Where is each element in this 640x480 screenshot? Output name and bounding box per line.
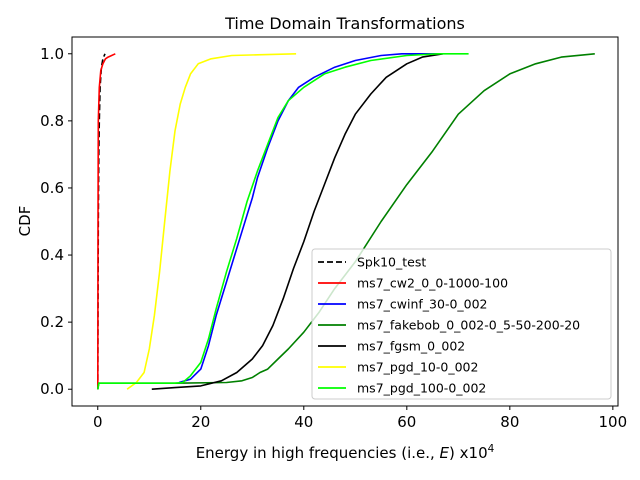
y-tick-label: 0.6 xyxy=(40,179,64,197)
legend-label-1: ms7_cw2_0_0-1000-100 xyxy=(357,276,508,291)
series-line-4 xyxy=(151,53,444,390)
y-tick-label: 0.0 xyxy=(40,380,64,398)
chart-title: Time Domain Transformations xyxy=(224,14,465,33)
legend-label-4: ms7_fgsm_0_002 xyxy=(357,339,465,354)
legend-label-0: Spk10_test xyxy=(357,255,426,270)
y-tick-label: 0.2 xyxy=(40,313,64,331)
legend-items: Spk10_test ms7_cw2_0_0-1000-100 ms7_cwinf_… xyxy=(318,255,580,396)
x-tick-label: 20 xyxy=(191,413,210,431)
x-tick-label: 40 xyxy=(294,413,313,431)
legend-label-2: ms7_cwinf_30-0_002 xyxy=(357,297,488,312)
x-tick-label: 80 xyxy=(500,413,519,431)
legend-box xyxy=(311,248,612,400)
series-line-6 xyxy=(97,53,469,390)
x-axis-label-prefix: Energy in high frequencies (i.e., xyxy=(196,444,440,462)
x-axis-label-variable: E xyxy=(440,444,450,462)
axes-frame xyxy=(71,36,619,407)
y-axis-label: CDF xyxy=(16,206,34,237)
legend-label-6: ms7_pgd_100-0_002 xyxy=(357,381,486,396)
y-axis-ticks: 0.0 0.2 0.4 0.6 0.8 1.0 xyxy=(40,45,72,398)
y-tick-label: 0.8 xyxy=(40,112,64,130)
x-axis-label-suffix: ) x10 xyxy=(449,444,488,462)
series-line-5 xyxy=(126,53,297,390)
plot-area: 0 20 40 60 80 100 0.0 0.2 0.4 0.6 0.8 1.0 xyxy=(40,36,627,431)
x-tick-label: 0 xyxy=(93,413,103,431)
legend: Spk10_test ms7_cw2_0_0-1000-100 ms7_cwinf_… xyxy=(311,248,612,400)
y-tick-label: 0.4 xyxy=(40,246,64,264)
x-axis-label-exponent: 4 xyxy=(488,443,495,455)
x-tick-label: 100 xyxy=(599,413,628,431)
series-line-2 xyxy=(178,53,438,384)
x-tick-label: 60 xyxy=(397,413,416,431)
x-axis-label: Energy in high frequencies (i.e., E) x10… xyxy=(196,443,495,462)
legend-label-5: ms7_pgd_10-0_002 xyxy=(357,360,478,375)
y-tick-label: 1.0 xyxy=(40,45,64,63)
series-line-1 xyxy=(97,53,116,390)
x-axis-ticks: 0 20 40 60 80 100 xyxy=(93,406,627,431)
legend-label-3: ms7_fakebob_0_002-0_5-50-200-20 xyxy=(357,318,580,333)
